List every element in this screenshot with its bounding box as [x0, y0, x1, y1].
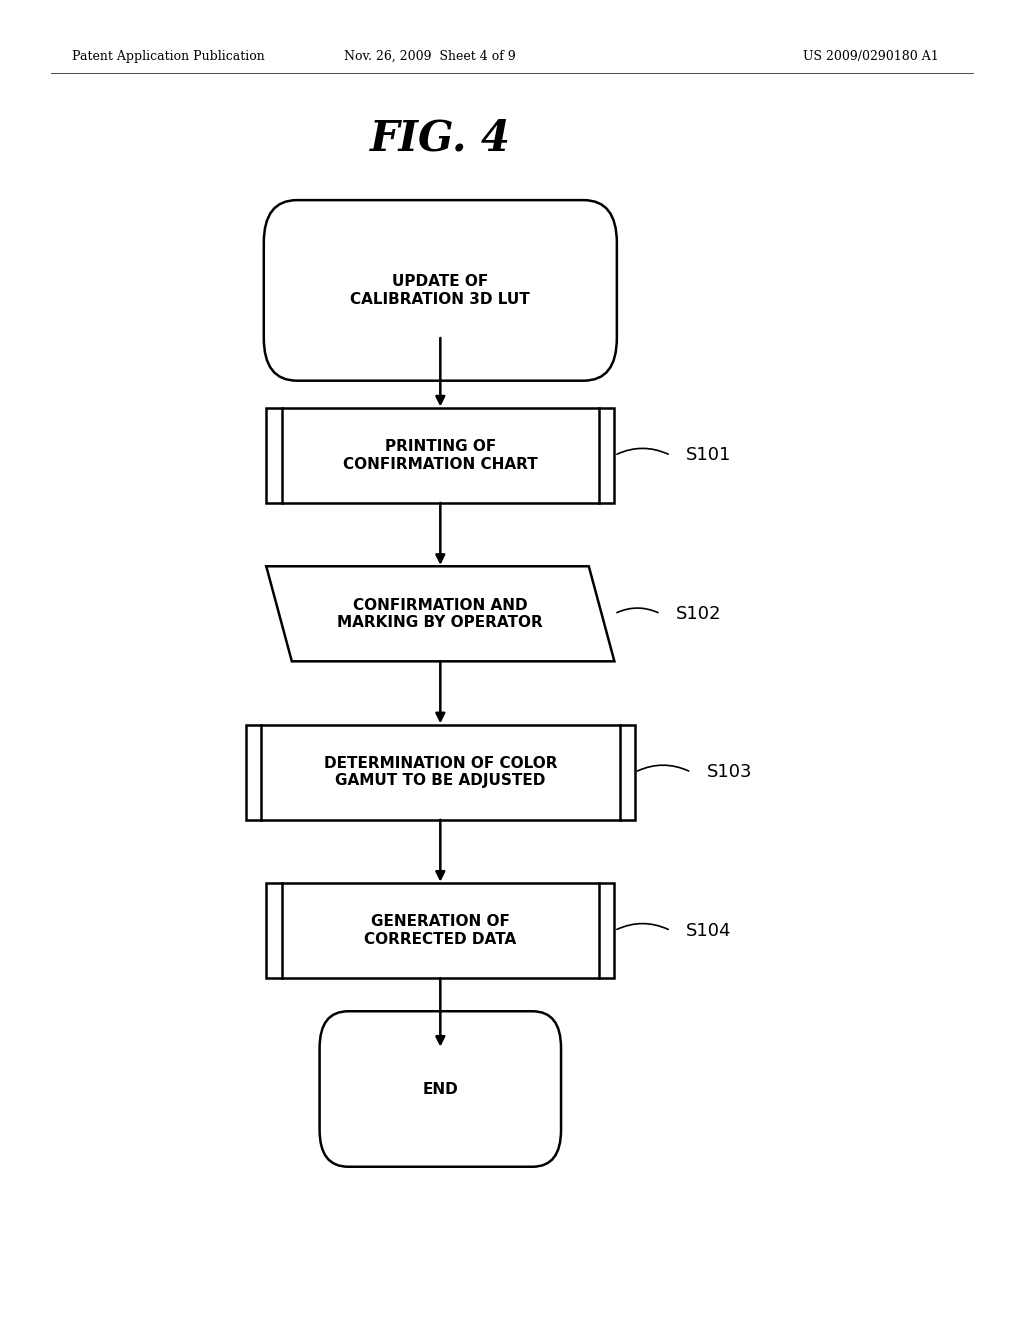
Text: S101: S101: [686, 446, 731, 465]
Bar: [266, 883, 614, 978]
Text: S102: S102: [676, 605, 721, 623]
Text: Patent Application Publication: Patent Application Publication: [72, 50, 264, 63]
Text: S103: S103: [707, 763, 752, 781]
Bar: [246, 725, 635, 820]
Text: PRINTING OF
CONFIRMATION CHART: PRINTING OF CONFIRMATION CHART: [343, 440, 538, 471]
Text: US 2009/0290180 A1: US 2009/0290180 A1: [803, 50, 938, 63]
Text: GENERATION OF
CORRECTED DATA: GENERATION OF CORRECTED DATA: [365, 915, 516, 946]
Text: S104: S104: [686, 921, 731, 940]
Text: END: END: [423, 1081, 458, 1097]
Text: UPDATE OF
CALIBRATION 3D LUT: UPDATE OF CALIBRATION 3D LUT: [350, 275, 530, 306]
FancyBboxPatch shape: [319, 1011, 561, 1167]
Text: CONFIRMATION AND
MARKING BY OPERATOR: CONFIRMATION AND MARKING BY OPERATOR: [338, 598, 543, 630]
Text: FIG. 4: FIG. 4: [370, 117, 511, 160]
Bar: [266, 408, 614, 503]
Text: DETERMINATION OF COLOR
GAMUT TO BE ADJUSTED: DETERMINATION OF COLOR GAMUT TO BE ADJUS…: [324, 756, 557, 788]
FancyBboxPatch shape: [264, 201, 616, 380]
Text: Nov. 26, 2009  Sheet 4 of 9: Nov. 26, 2009 Sheet 4 of 9: [344, 50, 516, 63]
Polygon shape: [266, 566, 614, 661]
